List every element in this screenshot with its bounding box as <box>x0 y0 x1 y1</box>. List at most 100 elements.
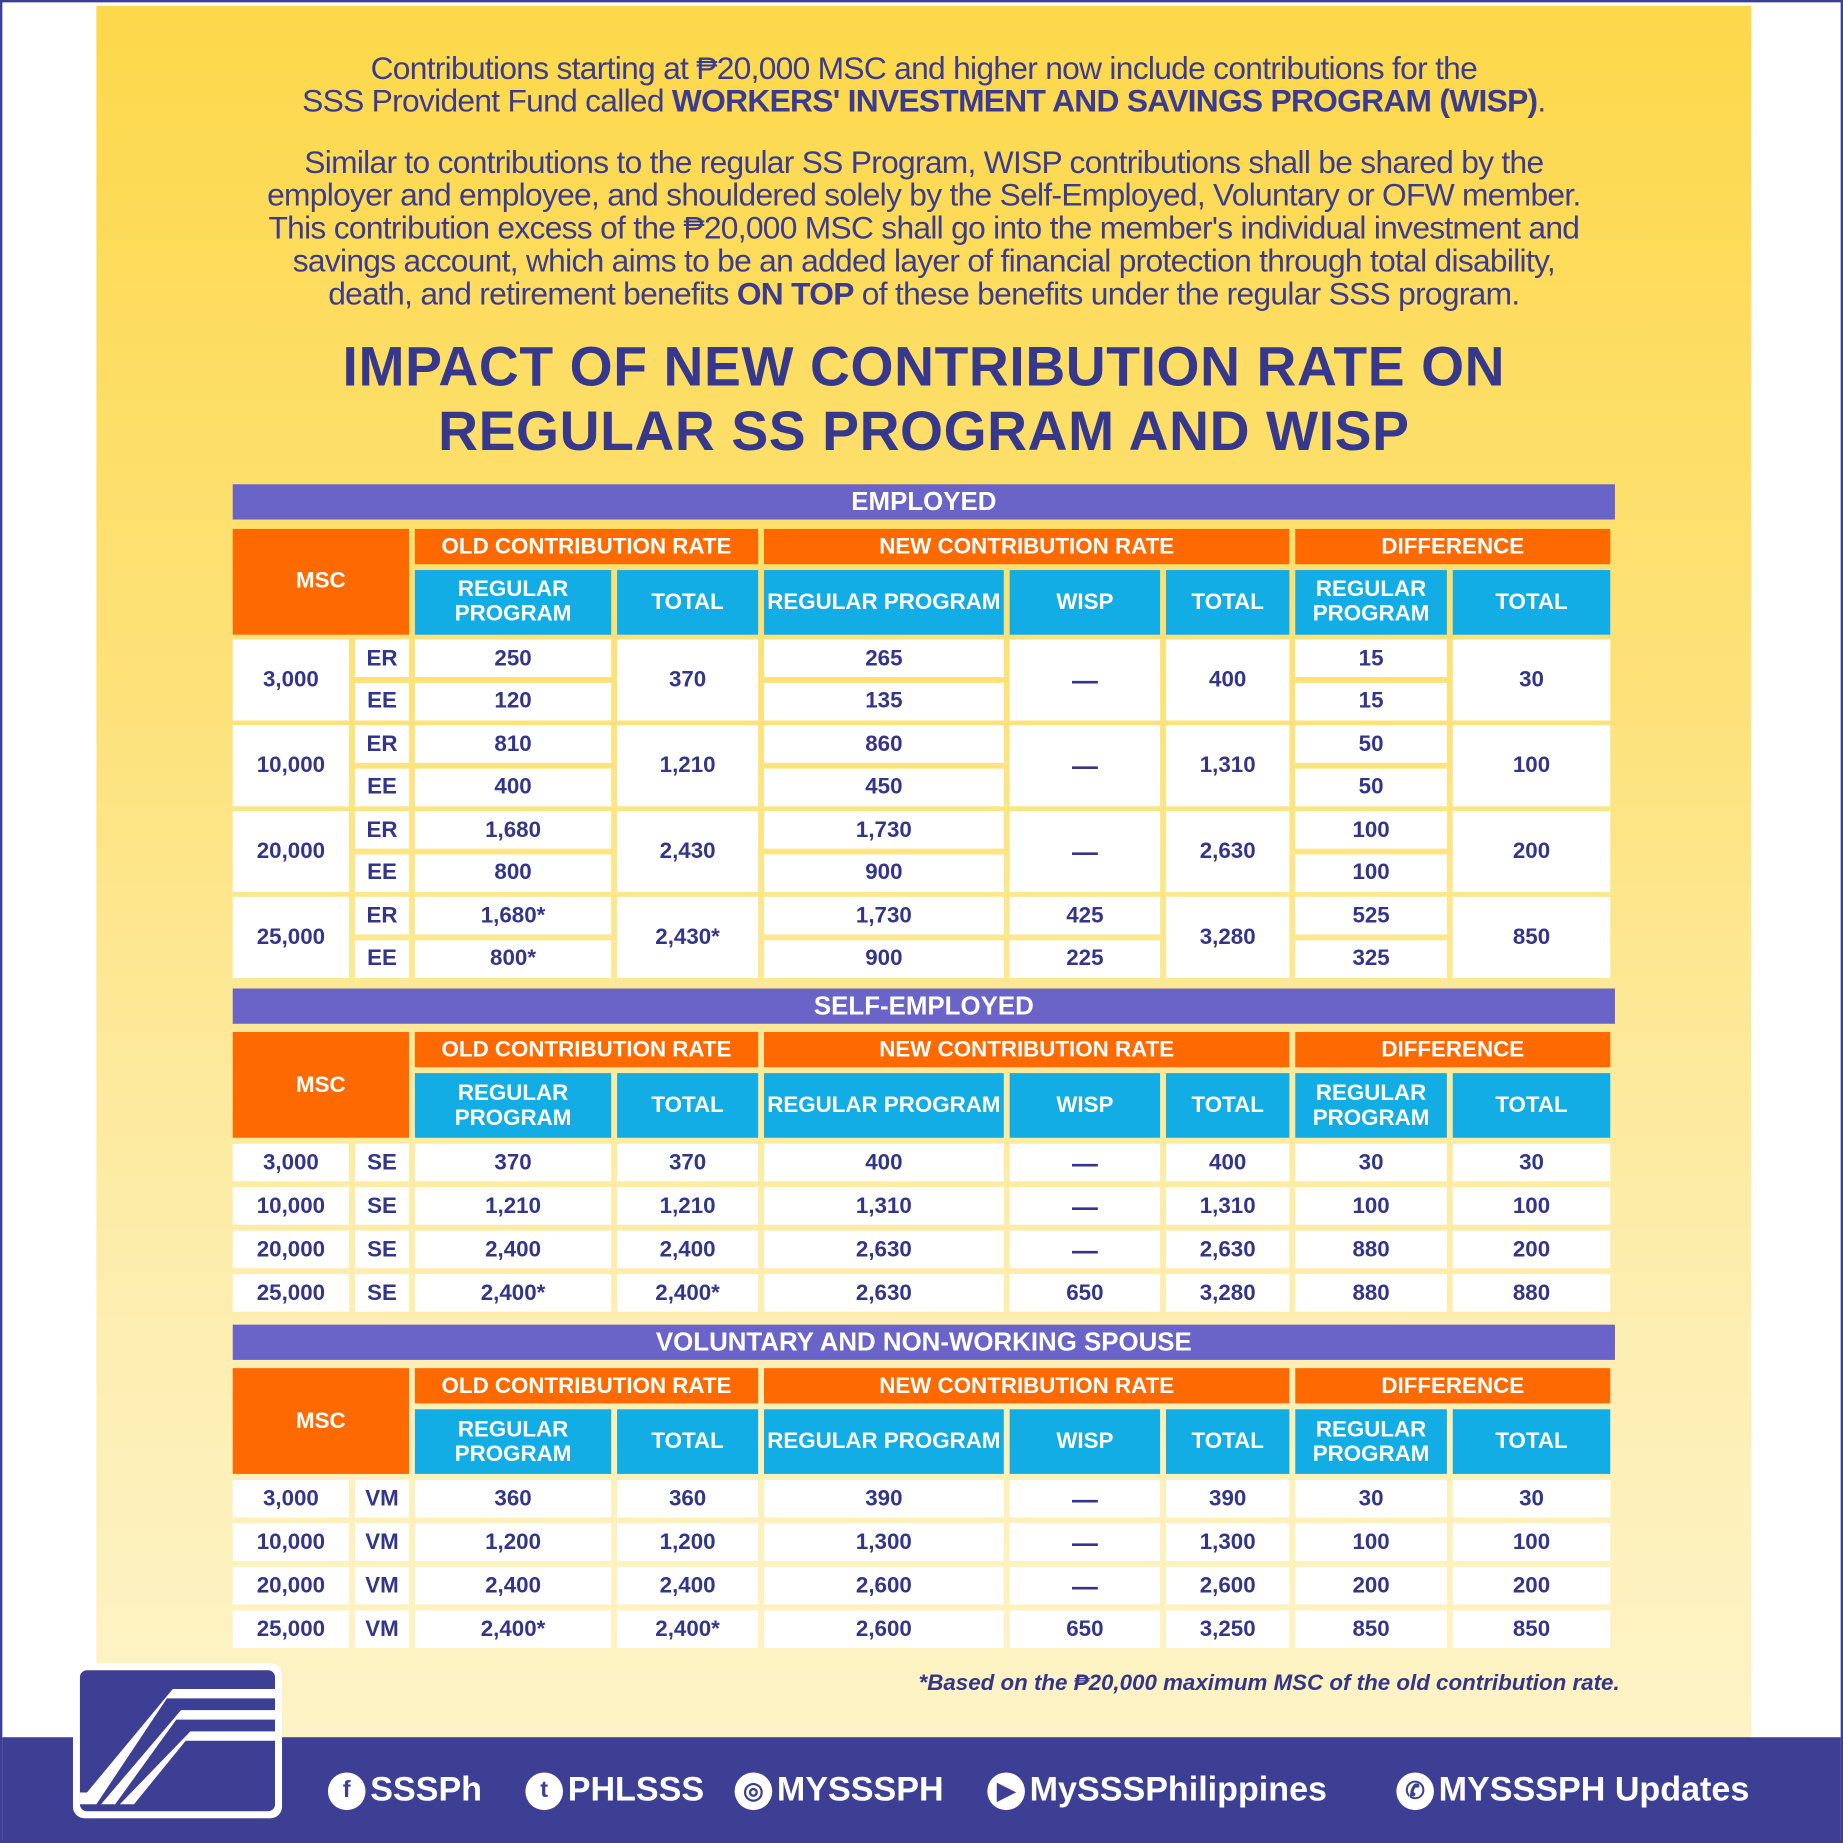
header-diff-regular: REGULAR PROGRAM <box>1295 1409 1447 1474</box>
social-handle: MYSSSPH <box>776 1771 944 1809</box>
cell-new-total: 400 <box>1165 639 1290 720</box>
youtube-icon: ▶ <box>987 1771 1025 1810</box>
cell-diff-total: 30 <box>1452 1479 1611 1518</box>
header-old-regular: REGULAR PROGRAM <box>414 569 612 635</box>
cell-diff-regular: 30 <box>1295 1479 1447 1518</box>
social-link-youtube[interactable]: ▶ MySSSPhilippines <box>987 1771 1327 1810</box>
header-diff-total: TOTAL <box>1452 1409 1611 1474</box>
cell-new-regular: 900 <box>763 939 1004 978</box>
cell-new-regular: 1,730 <box>763 811 1004 849</box>
header-old-total: TOTAL <box>617 1073 759 1138</box>
header-wisp: WISP <box>1009 1409 1161 1474</box>
cell-old-total: 2,430* <box>617 896 759 978</box>
cell-msc: 10,000 <box>232 725 350 806</box>
intro-line: Contributions starting at ₱20,000 MSC an… <box>370 50 1478 86</box>
page-title: IMPACT OF NEW CONTRIBUTION RATE ON REGUL… <box>96 334 1751 463</box>
cell-member-type: ER <box>354 811 410 849</box>
section-title-voluntary: VOLUNTARY AND NON-WORKING SPOUSE <box>232 1324 1615 1360</box>
intro-text: of these benefits under the regular SSS … <box>853 276 1520 312</box>
title-line-1: IMPACT OF NEW CONTRIBUTION RATE ON <box>342 334 1506 398</box>
cell-new-regular: 900 <box>763 853 1004 892</box>
cell-diff-total: 880 <box>1452 1274 1611 1312</box>
section-title-self-employed: SELF-EMPLOYED <box>232 988 1615 1024</box>
social-link-twitter[interactable]: t PHLSSS <box>525 1771 704 1810</box>
cell-diff-total: 30 <box>1452 639 1611 720</box>
social-link-instagram[interactable]: ◎ MYSSSPH <box>734 1771 944 1810</box>
header-new-total: TOTAL <box>1165 1073 1290 1138</box>
cell-new-regular: 390 <box>763 1479 1004 1518</box>
twitter-icon: t <box>525 1771 564 1810</box>
intro-line: This contribution excess of the ₱20,000 … <box>268 210 1580 246</box>
cell-new-regular: 2,630 <box>763 1230 1004 1269</box>
social-link-viber[interactable]: ✆ MYSSSPH Updates <box>1396 1771 1749 1810</box>
cell-diff-total: 100 <box>1452 1187 1611 1225</box>
intro-text: SSS Provident Fund called <box>302 83 672 119</box>
cell-old-regular: 800 <box>414 853 612 892</box>
cell-old-total: 2,400 <box>617 1230 759 1269</box>
header-diff-regular: REGULAR PROGRAM <box>1295 569 1447 635</box>
social-handle: SSSPh <box>370 1771 483 1809</box>
cell-new-total: 3,280 <box>1165 896 1290 978</box>
title-line-2: REGULAR SS PROGRAM AND WISP <box>438 399 1410 462</box>
cell-member-type: ER <box>354 725 410 763</box>
cell-old-total: 2,400 <box>617 1566 759 1605</box>
cell-wisp: 425 <box>1009 896 1161 935</box>
cell-old-regular: 2,400* <box>414 1274 612 1312</box>
cell-diff-regular: 15 <box>1295 682 1447 720</box>
cell-new-regular: 2,600 <box>763 1610 1004 1648</box>
cell-msc: 25,000 <box>232 1610 350 1648</box>
cell-new-total: 2,630 <box>1165 811 1290 892</box>
cell-wisp: 650 <box>1009 1274 1161 1312</box>
footnote: *Based on the ₱20,000 maximum MSC of the… <box>918 1671 1620 1697</box>
cell-old-regular: 1,200 <box>414 1523 612 1561</box>
cell-wisp: — <box>1009 1566 1161 1605</box>
cell-new-regular: 1,730 <box>763 896 1004 935</box>
cell-member-type: SE <box>354 1143 410 1182</box>
cell-diff-regular: 50 <box>1295 725 1447 763</box>
cell-old-regular: 800* <box>414 939 612 978</box>
header-diff-total: TOTAL <box>1452 1073 1611 1138</box>
intro-paragraph-1: Contributions starting at ₱20,000 MSC an… <box>96 52 1751 118</box>
cell-new-regular: 265 <box>763 639 1004 678</box>
cell-msc: 3,000 <box>232 1143 350 1182</box>
cell-diff-regular: 15 <box>1295 639 1447 678</box>
cell-member-type: EE <box>354 853 410 892</box>
cell-member-type: VM <box>354 1610 410 1648</box>
cell-new-regular: 1,310 <box>763 1187 1004 1225</box>
cell-diff-total: 200 <box>1452 811 1611 892</box>
cell-new-total: 390 <box>1165 1479 1290 1518</box>
cell-new-total: 400 <box>1165 1143 1290 1182</box>
cell-old-regular: 370 <box>414 1143 612 1182</box>
viber-icon: ✆ <box>1396 1771 1434 1810</box>
header-new-rate: NEW CONTRIBUTION RATE <box>763 1031 1290 1068</box>
cell-member-type: SE <box>354 1230 410 1269</box>
social-handle: MYSSSPH Updates <box>1438 1771 1750 1809</box>
cell-new-regular: 1,300 <box>763 1523 1004 1561</box>
cell-old-regular: 250 <box>414 639 612 678</box>
header-old-total: TOTAL <box>617 569 759 635</box>
cell-new-total: 1,310 <box>1165 725 1290 806</box>
wisp-name: WORKERS' INVESTMENT AND SAVINGS PROGRAM … <box>671 83 1538 119</box>
social-handle: MySSSPhilippines <box>1029 1771 1328 1809</box>
cell-member-type: EE <box>354 939 410 978</box>
intro-line: employer and employee, and shouldered so… <box>267 177 1581 213</box>
cell-old-total: 370 <box>617 1143 759 1182</box>
header-old-rate: OLD CONTRIBUTION RATE <box>414 1368 759 1404</box>
cell-new-regular: 860 <box>763 725 1004 763</box>
intro-line: SSS Provident Fund called WORKERS' INVES… <box>96 85 1751 118</box>
cell-diff-total: 850 <box>1452 1610 1611 1648</box>
header-msc: MSC <box>232 1368 410 1474</box>
social-handle: PHLSSS <box>567 1771 705 1809</box>
social-link-facebook[interactable]: f SSSPh <box>327 1771 483 1810</box>
cell-old-total: 1,200 <box>617 1523 759 1561</box>
cell-member-type: VM <box>354 1523 410 1561</box>
cell-new-regular: 450 <box>763 768 1004 806</box>
cell-diff-regular: 200 <box>1295 1566 1447 1605</box>
cell-diff-total: 30 <box>1452 1143 1611 1182</box>
cell-diff-total: 850 <box>1452 896 1611 978</box>
header-old-rate: OLD CONTRIBUTION RATE <box>414 528 759 565</box>
self-employed-table: MSC OLD CONTRIBUTION RATE NEW CONTRIBUTION… <box>232 1031 1615 1312</box>
cell-diff-total: 100 <box>1452 1523 1611 1561</box>
intro-line: death, and retirement benefits ON TOP of… <box>96 277 1751 310</box>
